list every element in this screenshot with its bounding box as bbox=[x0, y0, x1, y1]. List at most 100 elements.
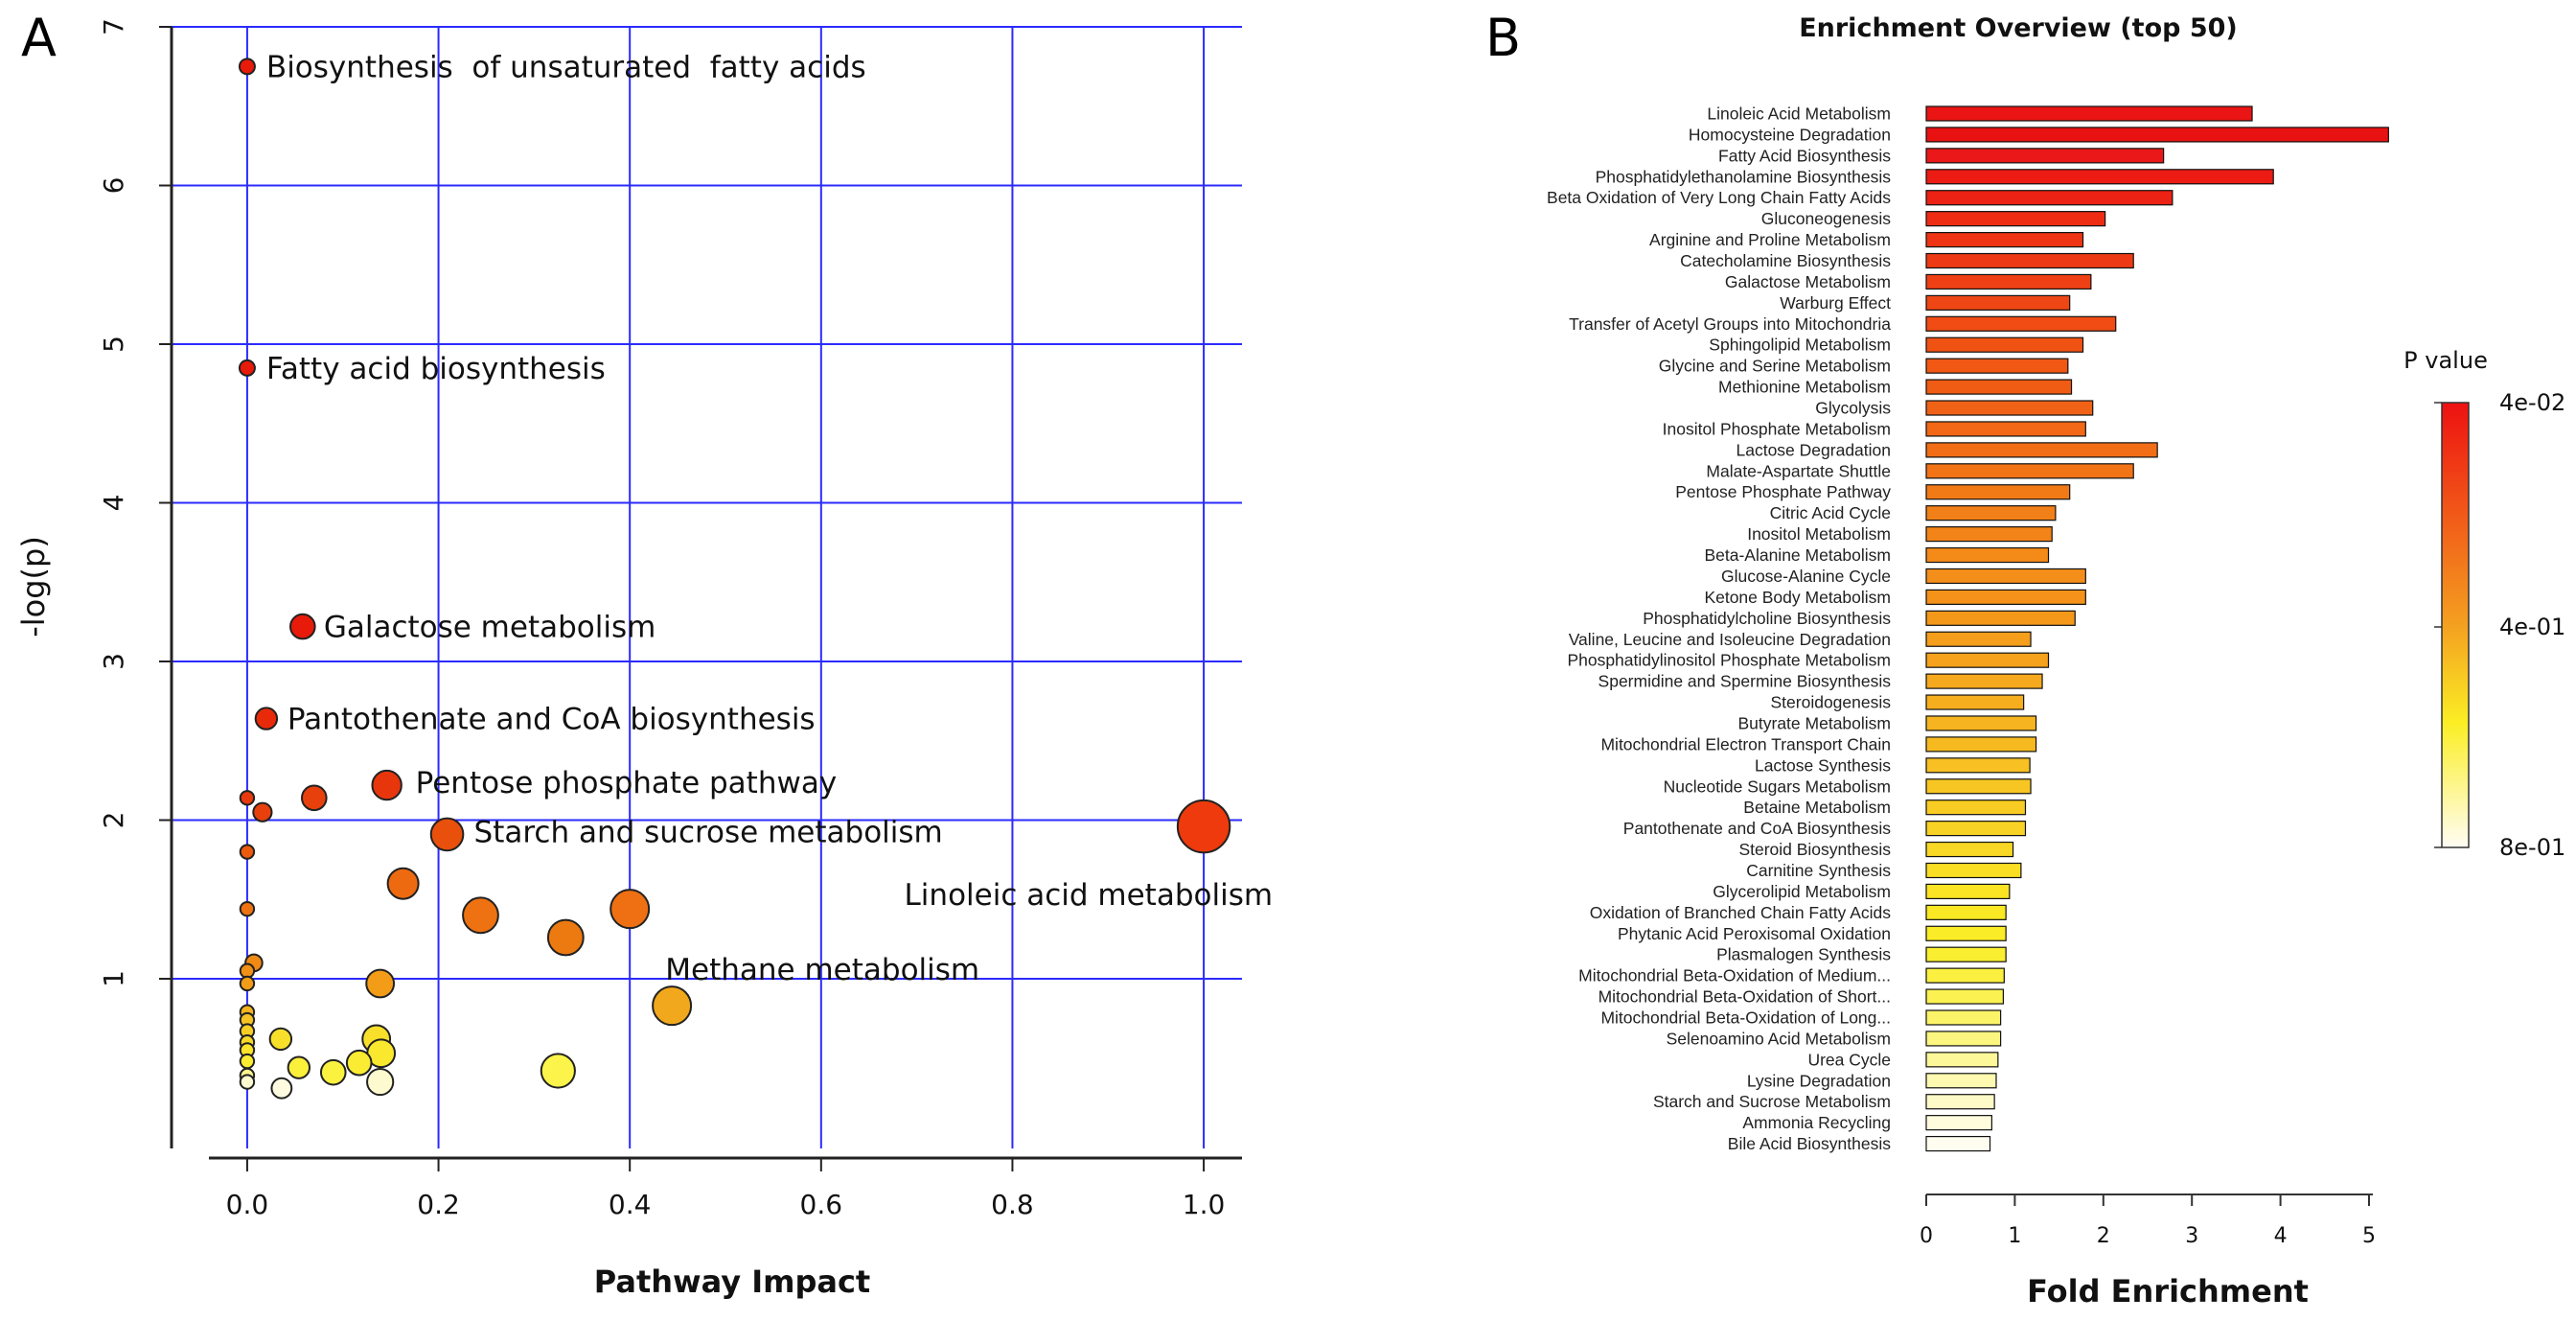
enrichment-bar[interactable] bbox=[1925, 946, 2007, 962]
enrichment-bar[interactable] bbox=[1925, 190, 2174, 206]
p-value-legend: P value 4e-02 4e-01 8e-01 bbox=[2404, 347, 2565, 861]
scatter-point[interactable] bbox=[345, 1049, 373, 1077]
enrichment-bar[interactable] bbox=[1925, 421, 2086, 437]
scatter-point[interactable] bbox=[610, 889, 651, 930]
enrichment-bar[interactable] bbox=[1925, 273, 2092, 290]
enrichment-bar[interactable] bbox=[1925, 1135, 1991, 1152]
enrichment-bar[interactable] bbox=[1925, 463, 2134, 479]
enrichment-bar[interactable] bbox=[1925, 589, 2086, 605]
scatter-point[interactable] bbox=[365, 968, 396, 999]
category-label: Fatty Acid Biosynthesis bbox=[1718, 146, 1891, 165]
category-label: Glucose-Alanine Cycle bbox=[1721, 567, 1891, 586]
enrichment-bar[interactable] bbox=[1925, 231, 2084, 248]
scatter-point[interactable] bbox=[462, 896, 499, 935]
enrichment-bar[interactable] bbox=[1925, 525, 2053, 543]
enrichment-bar[interactable] bbox=[1925, 904, 2007, 920]
enrichment-bar[interactable] bbox=[1925, 821, 2027, 837]
enrichment-bar[interactable] bbox=[1925, 546, 2050, 564]
scatter-point[interactable] bbox=[429, 817, 465, 852]
enrichment-bar[interactable] bbox=[1925, 778, 2032, 795]
scatter-point[interactable] bbox=[252, 801, 273, 823]
panel-a-point-labels: Biosynthesis of unsaturated fatty acids F… bbox=[266, 50, 1273, 987]
enrichment-bar[interactable] bbox=[1925, 1031, 2002, 1047]
scatter-point[interactable] bbox=[546, 918, 585, 957]
enrichment-bar[interactable] bbox=[1925, 925, 2007, 941]
panel-a-x-tick-label: 0.6 bbox=[800, 1189, 843, 1220]
scatter-point[interactable] bbox=[238, 58, 256, 76]
scatter-point[interactable] bbox=[287, 1055, 311, 1079]
enrichment-bar[interactable] bbox=[1925, 169, 2274, 185]
enrichment-bar[interactable] bbox=[1925, 568, 2086, 585]
panel-b-letter: B bbox=[1485, 8, 1521, 68]
enrichment-bar[interactable] bbox=[1925, 505, 2057, 521]
category-label: Phosphatidylinositol Phosphate Metabolis… bbox=[1567, 651, 1891, 670]
scatter-point[interactable] bbox=[239, 790, 256, 806]
enrichment-bar[interactable] bbox=[1925, 315, 2117, 332]
scatter-point[interactable] bbox=[239, 900, 256, 917]
enrichment-bar[interactable] bbox=[1925, 800, 2027, 816]
enrichment-bar[interactable] bbox=[1925, 1073, 1997, 1089]
panel-a-x-axis-label: Pathway Impact bbox=[594, 1263, 870, 1300]
panel-b-x-tick-label: 4 bbox=[2274, 1224, 2288, 1248]
enrichment-bar[interactable] bbox=[1925, 336, 2084, 353]
scatter-point[interactable] bbox=[366, 1067, 395, 1097]
scatter-point[interactable] bbox=[239, 1053, 256, 1070]
panel-a: A 1 2 3 4 5 6 7 0.0 0.2 0.4 0.6 0.8 1.0 -log(p) Pat… bbox=[15, 8, 1273, 1300]
scatter-point[interactable] bbox=[268, 1027, 293, 1052]
enrichment-bar[interactable] bbox=[1925, 294, 2071, 311]
enrichment-bar[interactable] bbox=[1925, 1052, 1999, 1068]
enrichment-bar[interactable] bbox=[1925, 148, 2165, 164]
scatter-point[interactable] bbox=[238, 359, 256, 377]
enrichment-bar[interactable] bbox=[1925, 211, 2106, 227]
enrichment-bar[interactable] bbox=[1925, 1009, 2002, 1026]
panel-a-letter: A bbox=[21, 8, 57, 68]
enrichment-bar[interactable] bbox=[1925, 736, 2037, 753]
category-label: Mitochondrial Beta-Oxidation of Medium..… bbox=[1578, 966, 1891, 985]
enrichment-bar[interactable] bbox=[1925, 631, 2032, 647]
panel-a-y-tick-label: 3 bbox=[98, 653, 129, 670]
scatter-point[interactable] bbox=[239, 975, 256, 992]
enrichment-bar[interactable] bbox=[1925, 841, 2014, 858]
scatter-point[interactable] bbox=[270, 1077, 293, 1100]
enrichment-bar[interactable] bbox=[1925, 652, 2050, 668]
enrichment-bar[interactable] bbox=[1925, 967, 2005, 984]
scatter-point[interactable] bbox=[652, 985, 693, 1027]
scatter-point[interactable] bbox=[319, 1058, 347, 1086]
enrichment-bar[interactable] bbox=[1925, 379, 2073, 395]
category-label: Warburg Effect bbox=[1780, 293, 1891, 313]
scatter-point[interactable] bbox=[254, 707, 279, 730]
enrichment-bar[interactable] bbox=[1925, 715, 2037, 731]
enrichment-bar[interactable] bbox=[1925, 862, 2022, 879]
enrichment-bar[interactable] bbox=[1925, 358, 2069, 374]
scatter-point[interactable] bbox=[289, 613, 316, 640]
panel-a-y-tick-label: 7 bbox=[98, 18, 129, 35]
category-label: Beta-Alanine Metabolism bbox=[1704, 545, 1891, 565]
scatter-point[interactable] bbox=[386, 867, 420, 900]
scatter-point[interactable] bbox=[371, 769, 402, 801]
enrichment-bar[interactable] bbox=[1925, 757, 2031, 774]
scatter-point[interactable] bbox=[1176, 799, 1231, 854]
point-label: Pentose phosphate pathway bbox=[416, 766, 838, 800]
enrichment-bar[interactable] bbox=[1925, 105, 2253, 122]
scatter-point[interactable] bbox=[239, 1074, 256, 1090]
enrichment-bar[interactable] bbox=[1925, 883, 2011, 900]
enrichment-bar[interactable] bbox=[1925, 1094, 1995, 1110]
category-label: Beta Oxidation of Very Long Chain Fatty … bbox=[1547, 188, 1891, 207]
scatter-point[interactable] bbox=[300, 784, 328, 812]
enrichment-bar[interactable] bbox=[1925, 400, 2094, 416]
scatter-point[interactable] bbox=[540, 1053, 576, 1089]
enrichment-bar[interactable] bbox=[1925, 610, 2076, 626]
enrichment-bar[interactable] bbox=[1925, 1115, 1992, 1131]
enrichment-bar[interactable] bbox=[1925, 988, 2004, 1005]
enrichment-bar[interactable] bbox=[1925, 673, 2043, 689]
enrichment-bar[interactable] bbox=[1925, 694, 2025, 710]
enrichment-bar[interactable] bbox=[1925, 252, 2134, 269]
category-label: Inositol Phosphate Metabolism bbox=[1663, 419, 1891, 438]
scatter-point[interactable] bbox=[239, 844, 256, 860]
enrichment-bar[interactable] bbox=[1925, 127, 2389, 143]
category-label: Ammonia Recycling bbox=[1742, 1113, 1891, 1132]
enrichment-bar[interactable] bbox=[1925, 484, 2071, 500]
panel-b-x-tick-label: 3 bbox=[2185, 1224, 2198, 1248]
enrichment-bar[interactable] bbox=[1925, 442, 2158, 458]
